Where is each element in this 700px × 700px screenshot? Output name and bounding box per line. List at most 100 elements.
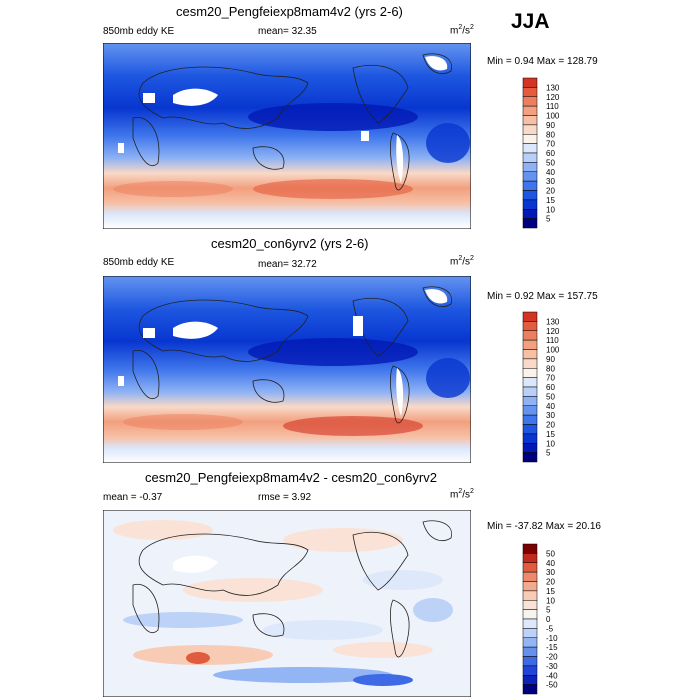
colorbar-tick-label: 40 [546,559,555,568]
panel2-mean-label: mean= 32.72 [258,259,317,270]
colorbar-box [522,124,538,135]
colorbar-box [522,180,538,191]
colorbar-box [522,405,538,416]
panel2-field [103,276,471,463]
panel1-map [103,43,471,229]
colorbar-box [522,562,538,573]
panel1-title: cesm20_Pengfeiexp8mam4v2 (yrs 2-6) [176,4,403,19]
colorbar-tick-label: -5 [546,624,554,633]
colorbar-box [522,618,538,629]
colorbar-tick-label: 30 [546,411,555,420]
colorbar-tick-label: 40 [546,402,555,411]
panel3-min-max: Min = -37.82 Max = 20.16 [487,521,601,532]
colorbar-box [522,358,538,369]
panel2-missing-values [118,289,448,416]
colorbar-tick-label: 130 [546,83,560,92]
colorbar-box [522,143,538,154]
colorbar-box [522,330,538,341]
colorbar-box [522,377,538,388]
colorbar-tick-label: 5 [546,606,551,615]
panel1-southern-max [253,179,413,199]
panel2-colorbar-boxes [522,311,538,463]
colorbar-tick-label: 50 [546,549,555,558]
colorbar-box [522,152,538,163]
colorbar-box [522,171,538,182]
colorbar-box [522,684,538,695]
colorbar-box [522,77,538,88]
colorbar-tick-label: 30 [546,568,555,577]
colorbar-tick-label: 130 [546,317,560,326]
colorbar-box [522,656,538,667]
colorbar-box [522,665,538,676]
panel2-map [103,276,471,463]
colorbar-tick-label: 110 [546,102,559,111]
panel1-missing-values [118,56,448,183]
colorbar-tick-label: 110 [546,336,559,345]
colorbar-tick-label: 70 [546,374,555,383]
panel1-min-max: Min = 0.94 Max = 128.79 [487,56,598,67]
colorbar-box [522,590,538,601]
colorbar-tick-label: 20 [546,578,555,587]
colorbar-tick-label: 5 [546,449,551,458]
colorbar-tick-label: 60 [546,149,555,158]
panel3-mean-label: mean = -0.37 [103,492,163,503]
panel2-atlantic-minimum [426,358,470,398]
panel3-colorbar-boxes [522,543,538,695]
colorbar-tick-label: -20 [546,653,558,662]
colorbar-tick-label: 15 [546,196,555,205]
colorbar-box [522,105,538,116]
panel1-mean-label: mean= 32.35 [258,26,317,37]
colorbar-box [522,134,538,144]
colorbar-box [522,543,538,554]
colorbar-tick-label: 0 [546,615,551,624]
colorbar-tick-label: 100 [546,112,560,121]
colorbar-box [522,452,538,463]
colorbar-box [522,115,538,126]
colorbar-tick-label: 10 [546,439,555,448]
colorbar-box [522,209,538,219]
panel3-map [103,510,471,697]
colorbar-tick-label: 30 [546,177,555,186]
panel2-title: cesm20_con6yrv2 (yrs 2-6) [211,236,369,251]
colorbar-tick-label: 80 [546,364,555,373]
colorbar-box [522,443,538,453]
colorbar-box [522,424,538,435]
colorbar-tick-label: 90 [546,355,555,364]
panel1-pacific-minimum [248,103,418,131]
colorbar-box [522,396,538,406]
panel3-title: cesm20_Pengfeiexp8mam4v2 - cesm20_con6yr… [145,470,437,485]
colorbar-tick-label: 20 [546,421,555,430]
colorbar-tick-label: 120 [546,93,560,102]
colorbar-tick-label: 100 [546,346,560,355]
colorbar-box [522,581,538,592]
colorbar-tick-label: -15 [546,643,558,652]
panel3-rmse-label: rmse = 3.92 [258,492,312,503]
panel1-field [103,43,471,229]
colorbar-tick-label: 15 [546,587,555,596]
colorbar-box [522,368,538,378]
colorbar-tick-label: 50 [546,158,555,167]
colorbar-tick-label: -50 [546,681,558,690]
panel1-colorbar-boxes [522,77,538,229]
colorbar-box [522,339,538,350]
colorbar-box [522,600,538,610]
colorbar-box [522,87,538,97]
colorbar-tick-label: 10 [546,596,555,605]
panel2-units: m2/s2 [450,255,474,268]
colorbar-tick-label: -30 [546,662,558,671]
colorbar-box [522,628,538,638]
panel2-land-outlines [132,286,452,424]
colorbar-tick-label: -10 [546,634,558,643]
panel3-anomaly-patches [113,520,453,686]
panel1-atlantic-minimum [426,123,470,163]
colorbar-box [522,199,538,210]
colorbar-tick-label: 60 [546,383,555,392]
colorbar-tick-label: 70 [546,140,555,149]
colorbar-tick-label: -40 [546,671,558,680]
colorbar-box [522,414,538,425]
colorbar-tick-label: 20 [546,187,555,196]
panel3-missing-values [173,555,218,573]
